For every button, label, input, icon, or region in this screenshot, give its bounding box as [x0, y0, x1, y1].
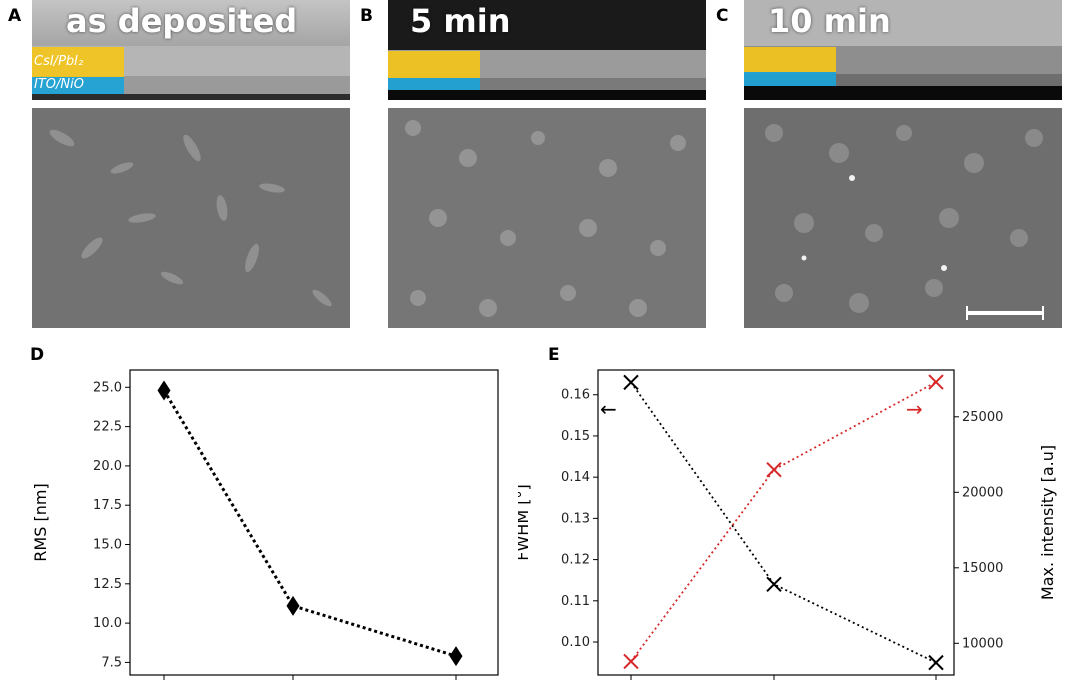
data-point	[928, 654, 944, 671]
plot-frame	[129, 369, 499, 676]
data-point	[766, 576, 782, 593]
data-point	[157, 380, 171, 401]
y-right-tick-label: 25000	[962, 410, 1003, 425]
y-axis-label: RMS [nm]	[31, 483, 50, 561]
right-axis-arrow-annotation: →	[906, 397, 923, 421]
sem-cross-section-b: 5 min	[388, 0, 706, 100]
sem-top-view-b	[388, 108, 706, 328]
y-axis-label: FWHM [°]	[518, 484, 532, 560]
layer-bottom-highlight	[32, 77, 124, 94]
y-tick-label: 10.0	[93, 616, 122, 631]
y-tick-label: 17.5	[93, 498, 122, 513]
layer-bottom-highlight	[388, 78, 480, 90]
panel-letter-b: B	[360, 6, 373, 26]
panel-c-title: 10 min	[768, 2, 891, 40]
sem-top-view-a	[32, 108, 350, 328]
layer-top-highlight	[744, 47, 836, 72]
layer-top-highlight	[388, 51, 480, 78]
y-tick-label: 0.13	[561, 511, 590, 526]
y-tick-label: 0.12	[561, 553, 590, 568]
data-point	[928, 374, 944, 390]
y-tick-label: 0.11	[561, 594, 590, 609]
layer-label-bottom: ITO/NiO	[34, 77, 84, 92]
layer-label-top: CsI/PbI₂	[34, 54, 84, 69]
panel-letter-d: D	[30, 345, 45, 365]
data-point	[766, 461, 782, 478]
series-line	[630, 381, 937, 664]
panel-a-title: as deposited	[66, 2, 298, 40]
chart-e-fwhm-intensity: 0.10 0.11 0.12 0.13 0.14 0.15 0.16 10000 15000 20…	[518, 369, 1057, 680]
y-right-tick-label: 15000	[962, 561, 1003, 576]
y-tick-label: 0.15	[561, 429, 590, 444]
sem-cross-section-c: 10 min	[744, 0, 1062, 100]
y-tick-label: 25.0	[93, 380, 122, 395]
left-axis-arrow-annotation: ←	[600, 397, 617, 421]
y-tick-label: 7.5	[101, 655, 122, 670]
data-point	[449, 646, 463, 667]
panel-letter-c: C	[716, 6, 729, 26]
y-tick-label: 15.0	[93, 538, 122, 553]
y-tick-label: 22.5	[93, 420, 122, 435]
data-point	[623, 374, 639, 391]
data-point	[623, 653, 639, 670]
layer-bottom-highlight	[744, 72, 836, 86]
data-point	[286, 595, 300, 616]
panel-letter-a: A	[8, 6, 22, 26]
y-tick-label: 0.14	[561, 470, 590, 485]
panel-b-title: 5 min	[410, 2, 511, 40]
panel-letter-e: E	[548, 345, 560, 365]
plot-frame	[597, 369, 955, 676]
y-tick-label: 0.10	[561, 635, 590, 650]
y-right-tick-label: 10000	[962, 636, 1003, 651]
chart-d-rms: 7.510.012.515.017.520.022.525.0As dep.5 …	[31, 369, 499, 680]
sem-cross-section-a: as deposited CsI/PbI₂ ITO/NiO	[32, 0, 350, 100]
layer-top-highlight	[32, 47, 124, 77]
series-line	[630, 381, 937, 662]
y-tick-label: 20.0	[93, 459, 122, 474]
y-tick-label: 0.16	[561, 388, 590, 403]
y-right-axis-label: Max. intensity [a.u]	[1038, 445, 1057, 600]
sem-top-view-c	[744, 108, 1062, 328]
y-tick-label: 12.5	[93, 577, 122, 592]
y-right-tick-label: 20000	[962, 485, 1003, 500]
series-line	[162, 389, 457, 658]
